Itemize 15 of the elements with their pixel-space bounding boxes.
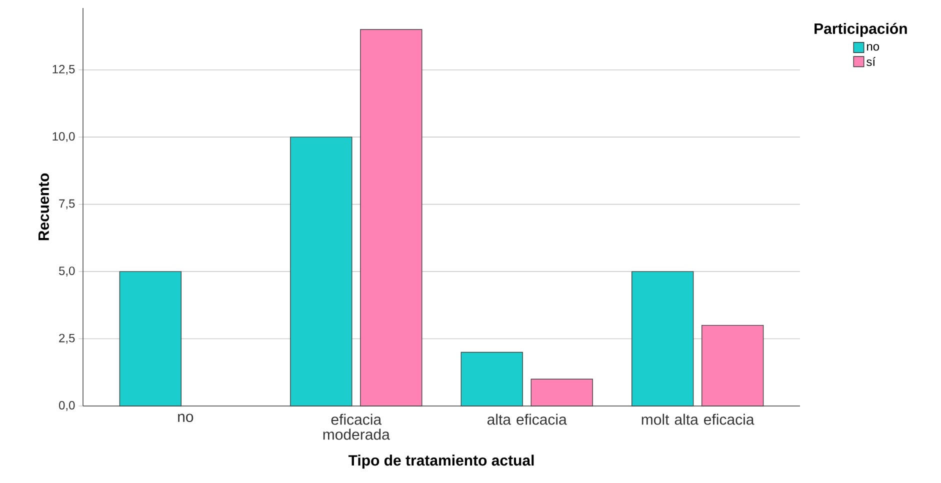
x-tick-label: eficacia moderada <box>323 414 390 440</box>
y-tick-label: 2,5 <box>59 334 75 344</box>
y-tick-label: 10,0 <box>52 132 75 142</box>
x-tick-label: no <box>178 414 194 422</box>
legend-title: Participación <box>814 22 907 37</box>
y-axis-title: Recuento <box>38 173 49 240</box>
x-tick-label: alta eficacia <box>487 414 567 425</box>
legend-label: sí <box>866 57 876 66</box>
y-tick-label: 5,0 <box>59 266 75 276</box>
y-tick-label: 0,0 <box>58 401 75 411</box>
y-tick-label: 12,5 <box>52 64 75 75</box>
x-axis-title: Tipo de tratamiento actual <box>348 454 534 469</box>
legend-label: no <box>867 44 880 51</box>
y-tick-label: 7,5 <box>59 199 75 210</box>
x-tick-label: molt alta eficacia <box>642 414 754 425</box>
